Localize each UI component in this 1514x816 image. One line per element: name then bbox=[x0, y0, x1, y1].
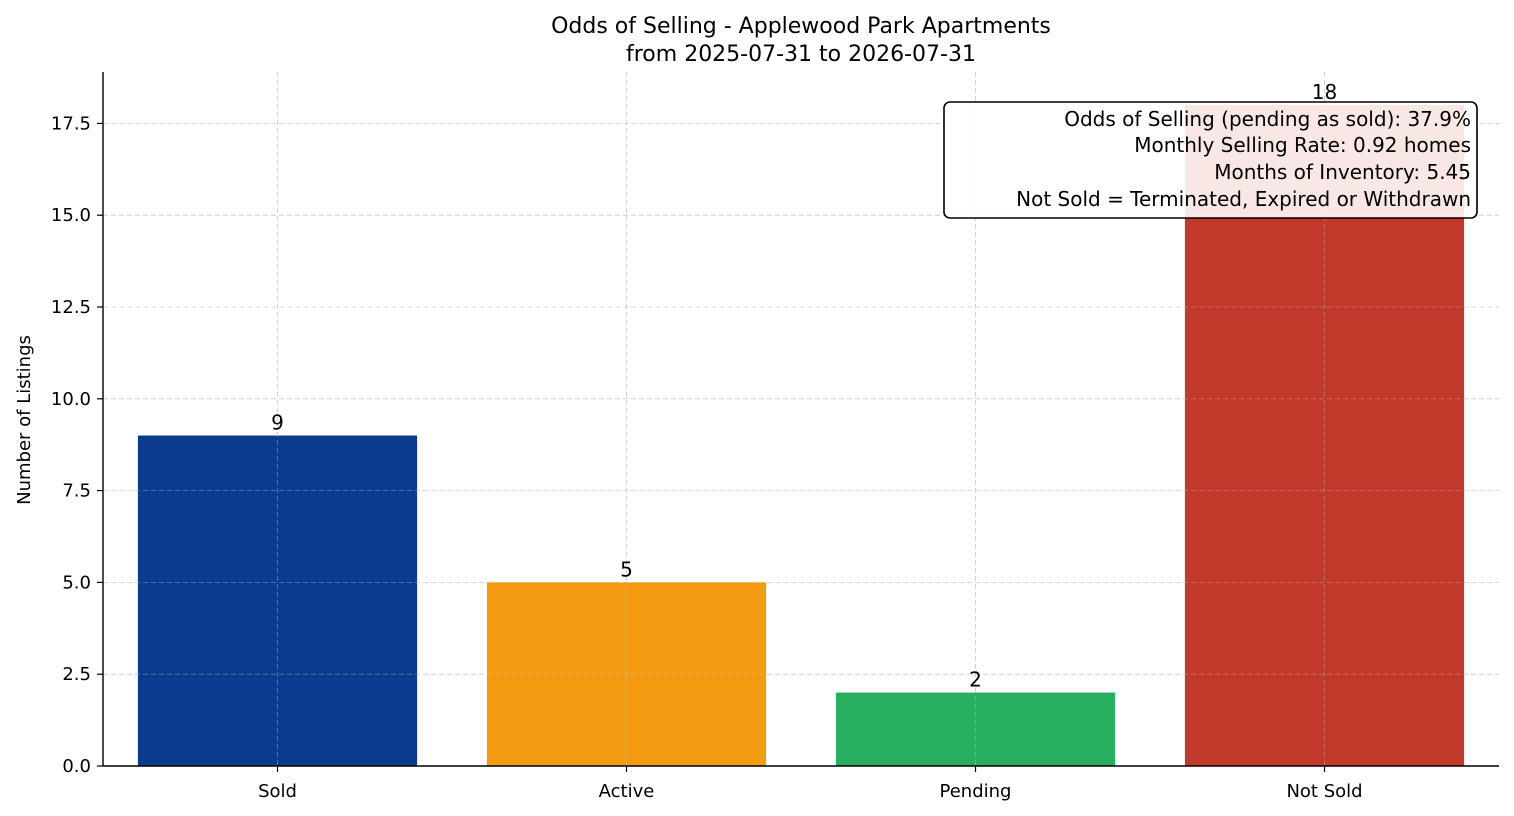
y-tick-label: 7.5 bbox=[62, 481, 91, 502]
y-axis-label: Number of Listings bbox=[14, 335, 35, 505]
annotation-box: Odds of Selling (pending as sold): 37.9%… bbox=[943, 101, 1478, 219]
annotation-line-note: Not Sold = Terminated, Expired or Withdr… bbox=[1016, 187, 1471, 211]
bar-value-label: 2 bbox=[969, 668, 982, 692]
data-labels: 9 5 2 18 bbox=[271, 80, 1337, 692]
bar-sold bbox=[137, 435, 418, 766]
chart-title: Odds of Selling - Applewood Park Apartme… bbox=[551, 14, 1051, 39]
bar-value-label: 18 bbox=[1312, 80, 1337, 104]
y-tick-label: 0.0 bbox=[62, 756, 91, 777]
bar-value-label: 9 bbox=[271, 411, 284, 435]
x-tick-label: Not Sold bbox=[1286, 781, 1362, 802]
y-tick-label: 2.5 bbox=[62, 664, 91, 685]
chart-subtitle: from 2025-07-31 to 2026-07-31 bbox=[626, 42, 976, 67]
bar-value-label: 5 bbox=[620, 557, 633, 581]
annotation-line-rate: Monthly Selling Rate: 0.92 homes bbox=[1134, 133, 1471, 157]
bar-active bbox=[486, 582, 767, 766]
y-tick-label: 12.5 bbox=[51, 297, 91, 318]
y-tick-label: 17.5 bbox=[51, 113, 91, 134]
axes: 0.0 2.5 5.0 7.5 10.0 12.5 15.0 17.5 Sold Active Pe… bbox=[51, 72, 1499, 802]
x-tick-label: Active bbox=[599, 781, 655, 802]
annotation-line-inventory: Months of Inventory: 5.45 bbox=[1214, 160, 1471, 184]
x-tick-label: Pending bbox=[940, 781, 1012, 802]
annotation-line-odds: Odds of Selling (pending as sold): 37.9% bbox=[1064, 107, 1471, 131]
y-tick-label: 5.0 bbox=[62, 572, 91, 593]
y-tick-label: 10.0 bbox=[51, 389, 91, 410]
x-tick-label: Sold bbox=[258, 781, 297, 802]
bar-pending bbox=[835, 692, 1116, 766]
annotation-frame bbox=[943, 101, 1478, 219]
y-tick-label: 15.0 bbox=[51, 205, 91, 226]
